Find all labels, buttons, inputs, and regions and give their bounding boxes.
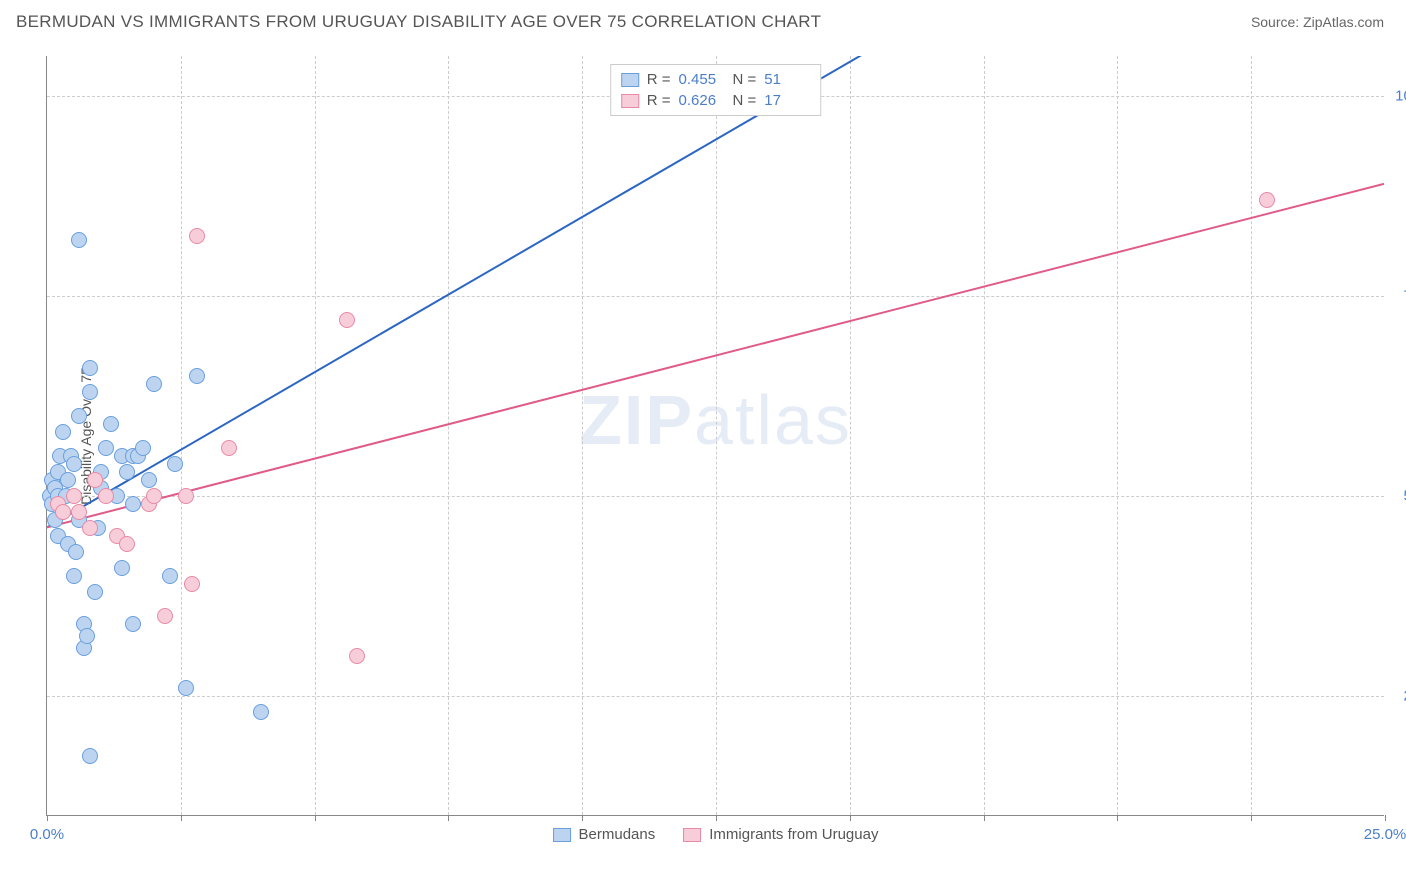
scatter-point-series-1	[71, 232, 87, 248]
y-tick-label: 75.0%	[1390, 288, 1406, 305]
scatter-point-series-1	[114, 560, 130, 576]
x-tick-label: 25.0%	[1364, 826, 1406, 843]
scatter-point-series-1	[82, 748, 98, 764]
x-tick-mark	[1385, 815, 1386, 821]
scatter-point-series-2	[1259, 192, 1275, 208]
scatter-point-series-2	[55, 504, 71, 520]
chart-plot-area: Disability Age Over 75 ZIPatlas 25.0%50.…	[46, 56, 1384, 816]
scatter-point-series-1	[66, 568, 82, 584]
scatter-point-series-1	[141, 472, 157, 488]
x-tick-mark	[315, 815, 316, 821]
x-tick-mark	[1251, 815, 1252, 821]
n-label: N =	[733, 92, 757, 109]
gridline-vertical	[315, 56, 316, 815]
legend-swatch-2	[683, 828, 701, 842]
stats-row-series-2: R = 0.626 N = 17	[621, 90, 811, 111]
r-value-1: 0.455	[679, 71, 725, 88]
scatter-point-series-1	[178, 680, 194, 696]
x-tick-mark	[850, 815, 851, 821]
scatter-point-series-2	[349, 648, 365, 664]
trend-line-series-1	[47, 56, 860, 527]
swatch-series-1	[621, 73, 639, 87]
scatter-point-series-1	[82, 384, 98, 400]
gridline-vertical	[716, 56, 717, 815]
legend-item-2: Immigrants from Uruguay	[683, 826, 878, 843]
r-label: R =	[647, 71, 671, 88]
scatter-point-series-1	[146, 376, 162, 392]
x-tick-mark	[181, 815, 182, 821]
scatter-point-series-2	[82, 520, 98, 536]
scatter-point-series-1	[167, 456, 183, 472]
gridline-vertical	[448, 56, 449, 815]
chart-title: BERMUDAN VS IMMIGRANTS FROM URUGUAY DISA…	[16, 12, 821, 32]
scatter-point-series-1	[87, 584, 103, 600]
gridline-vertical	[1251, 56, 1252, 815]
legend-swatch-1	[553, 828, 571, 842]
stats-row-series-1: R = 0.455 N = 51	[621, 69, 811, 90]
x-tick-mark	[1117, 815, 1118, 821]
scatter-point-series-1	[189, 368, 205, 384]
r-value-2: 0.626	[679, 92, 725, 109]
scatter-point-series-2	[87, 472, 103, 488]
gridline-vertical	[582, 56, 583, 815]
scatter-point-series-2	[98, 488, 114, 504]
scatter-point-series-2	[119, 536, 135, 552]
x-tick-label: 0.0%	[30, 826, 64, 843]
y-tick-label: 100.0%	[1390, 88, 1406, 105]
y-tick-label: 50.0%	[1390, 488, 1406, 505]
legend-item-1: Bermudans	[553, 826, 656, 843]
scatter-point-series-2	[221, 440, 237, 456]
scatter-point-series-1	[162, 568, 178, 584]
scatter-point-series-1	[125, 496, 141, 512]
scatter-point-series-1	[119, 464, 135, 480]
n-label: N =	[733, 71, 757, 88]
scatter-point-series-1	[82, 360, 98, 376]
source-attribution: Source: ZipAtlas.com	[1251, 14, 1384, 30]
swatch-series-2	[621, 94, 639, 108]
scatter-point-series-2	[146, 488, 162, 504]
scatter-point-series-1	[98, 440, 114, 456]
gridline-vertical	[181, 56, 182, 815]
x-tick-mark	[984, 815, 985, 821]
scatter-point-series-2	[157, 608, 173, 624]
scatter-point-series-1	[55, 424, 71, 440]
gridline-vertical	[850, 56, 851, 815]
n-value-1: 51	[764, 71, 810, 88]
x-tick-mark	[448, 815, 449, 821]
gridline-vertical	[1117, 56, 1118, 815]
scatter-point-series-2	[66, 488, 82, 504]
gridline-vertical	[984, 56, 985, 815]
scatter-point-series-1	[71, 408, 87, 424]
scatter-point-series-2	[71, 504, 87, 520]
n-value-2: 17	[764, 92, 810, 109]
scatter-point-series-1	[79, 628, 95, 644]
scatter-point-series-1	[66, 456, 82, 472]
y-tick-label: 25.0%	[1390, 688, 1406, 705]
stats-box: R = 0.455 N = 51 R = 0.626 N = 17	[610, 64, 822, 116]
scatter-point-series-1	[68, 544, 84, 560]
scatter-point-series-1	[253, 704, 269, 720]
scatter-point-series-2	[189, 228, 205, 244]
legend-label-1: Bermudans	[579, 826, 656, 843]
x-tick-mark	[47, 815, 48, 821]
legend: Bermudans Immigrants from Uruguay	[553, 826, 879, 843]
legend-label-2: Immigrants from Uruguay	[709, 826, 878, 843]
scatter-point-series-2	[339, 312, 355, 328]
scatter-point-series-1	[125, 616, 141, 632]
x-tick-mark	[716, 815, 717, 821]
scatter-point-series-1	[135, 440, 151, 456]
header: BERMUDAN VS IMMIGRANTS FROM URUGUAY DISA…	[0, 0, 1406, 42]
scatter-point-series-2	[178, 488, 194, 504]
scatter-point-series-1	[60, 472, 76, 488]
scatter-point-series-1	[103, 416, 119, 432]
scatter-point-series-2	[184, 576, 200, 592]
r-label: R =	[647, 92, 671, 109]
x-tick-mark	[582, 815, 583, 821]
